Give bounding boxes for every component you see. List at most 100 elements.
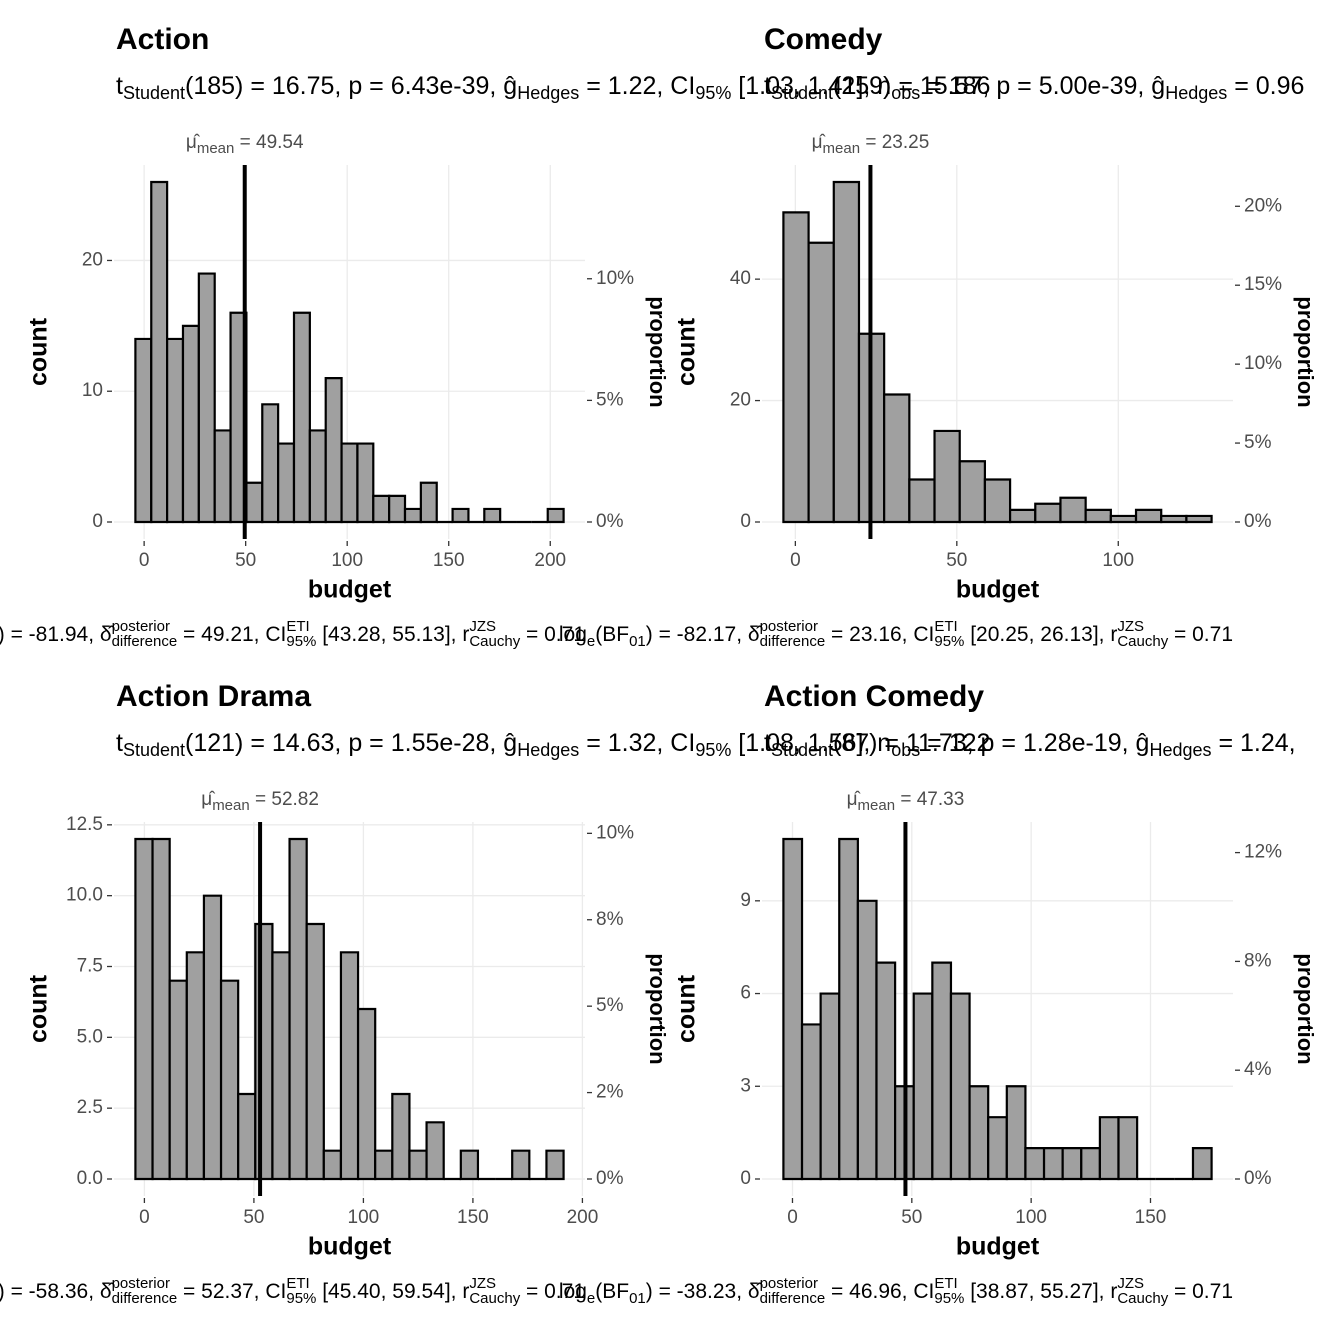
bar [800, 1023, 822, 1181]
x-tick-label: 50 [946, 550, 967, 571]
y-axis-title: count [25, 317, 53, 386]
x-axis-title: budget [956, 1233, 1040, 1261]
subscript: 95% [695, 740, 731, 760]
y2-tick-label: 0% [1244, 511, 1272, 532]
x-tick-label: 0 [139, 550, 150, 571]
superscript: posterior [112, 618, 170, 635]
y-tick-label: 7.5 [77, 956, 103, 977]
x-axis-title: budget [308, 576, 392, 604]
y2-tick-label: 0% [596, 1168, 624, 1189]
text-part: = 49.21, CI [177, 623, 286, 646]
text-part: t [764, 72, 771, 100]
bar [546, 507, 565, 524]
panel: μ̂mean = 52.82 0.0 2.5 5.0 7.5 10.0 12.5 0 50 100… [0, 680, 990, 1307]
text-part: (87) = 11.73, p = 1.28e-19, ĝ [833, 729, 1149, 757]
text-part: = 1.32, CI [579, 729, 695, 757]
subscript: Student [771, 740, 833, 760]
text-part: = 1.24, [1212, 729, 1296, 757]
subtitle: tStudent(185) = 16.75, p = 6.43e-39, ĝHe… [116, 72, 990, 103]
x-tick-label: 150 [457, 1207, 489, 1228]
text-part: [38.87, 55.27], r [964, 1280, 1117, 1303]
subscript: difference [760, 633, 826, 650]
mean-label: μ̂mean = 52.82 [201, 789, 319, 814]
subscript: difference [760, 1290, 826, 1307]
subscript: 95% [695, 83, 731, 103]
x-axis-title: budget [956, 576, 1040, 604]
bar [1185, 514, 1213, 524]
bar [983, 478, 1012, 524]
text-part: = 23.25 [860, 132, 929, 153]
subscript: difference [112, 1290, 178, 1307]
text-part: t [116, 729, 123, 757]
y-axis-title: count [673, 317, 701, 386]
caption: loge(BF01) = -38.23, δ̂posterior differen… [559, 1275, 1233, 1307]
text-part: = 1.22, CI [579, 72, 695, 100]
subscript: e [587, 1290, 595, 1307]
bar [185, 951, 206, 1181]
bar [356, 442, 375, 524]
bar [832, 180, 861, 524]
bar [1109, 514, 1138, 524]
subscript: obs [891, 83, 920, 103]
subscript: Hedges [1165, 83, 1227, 103]
subscript: Cauchy [469, 1290, 520, 1307]
bar [1042, 1146, 1064, 1181]
subscript: difference [112, 633, 178, 650]
x-tick-label: 0 [139, 1207, 150, 1228]
bar [1160, 514, 1188, 524]
text-part: [1.08, 1.56], n [731, 729, 891, 757]
bar [483, 507, 502, 524]
text-part: = 186 [920, 72, 990, 100]
bar [883, 393, 911, 524]
y2-axis-title: proportion [645, 296, 670, 407]
y-tick-label: 20 [730, 390, 751, 411]
subscript: 95% [934, 633, 964, 650]
mean-label: μ̂mean = 47.33 [847, 789, 965, 814]
subscript: mean [823, 140, 861, 157]
y-tick-label: 20 [82, 249, 103, 270]
y-tick-label: 0 [740, 1168, 751, 1189]
subscript: Cauchy [1117, 1290, 1168, 1307]
bar [324, 377, 343, 524]
bar [277, 442, 296, 524]
y-tick-label: 5.0 [77, 1026, 103, 1047]
text-part: [20.25, 26.13], r [964, 623, 1117, 646]
bar [1117, 1116, 1139, 1181]
text-part: log [559, 623, 587, 646]
x-tick-label: 100 [1102, 550, 1134, 571]
subtitle: tStudent(121) = 14.63, p = 1.55e-28, ĝHe… [116, 729, 990, 760]
bar [1034, 502, 1062, 524]
bar [782, 211, 810, 524]
subscript: 01 [629, 633, 646, 650]
x-tick-label: 200 [567, 1207, 599, 1228]
bar [451, 507, 470, 524]
subtitle: tStudent(87) = 11.73, p = 1.28e-19, ĝHed… [764, 729, 1296, 760]
bar [419, 481, 438, 524]
text-part: [43.28, 55.13], r [316, 623, 469, 646]
text-part: = 52.37, CI [177, 1280, 286, 1303]
bar [261, 403, 280, 524]
bar [292, 311, 311, 524]
subscript: e [587, 633, 595, 650]
bar [213, 429, 232, 524]
panel-title: Action [116, 23, 209, 56]
y2-axis-title: proportion [1293, 953, 1318, 1064]
bar [305, 922, 325, 1181]
subscript: mean [197, 140, 235, 157]
bar [807, 241, 835, 524]
bar [968, 1085, 990, 1181]
bar [819, 992, 841, 1181]
y2-tick-label: 20% [1244, 195, 1282, 216]
y-tick-label: 10.0 [66, 885, 103, 906]
bar [271, 951, 291, 1181]
bar [1005, 1085, 1027, 1181]
bar [166, 337, 185, 524]
subscript: Student [123, 740, 185, 760]
y2-tick-label: 2% [596, 1082, 624, 1103]
subtitle: tStudent(259) = 15.57, p = 5.00e-39, ĝHe… [764, 72, 1304, 103]
panel-title: Comedy [764, 23, 883, 56]
text-part: = 46.96, CI [825, 1280, 934, 1303]
y2-axis-title: proportion [645, 953, 670, 1064]
superscript: posterior [760, 618, 818, 635]
